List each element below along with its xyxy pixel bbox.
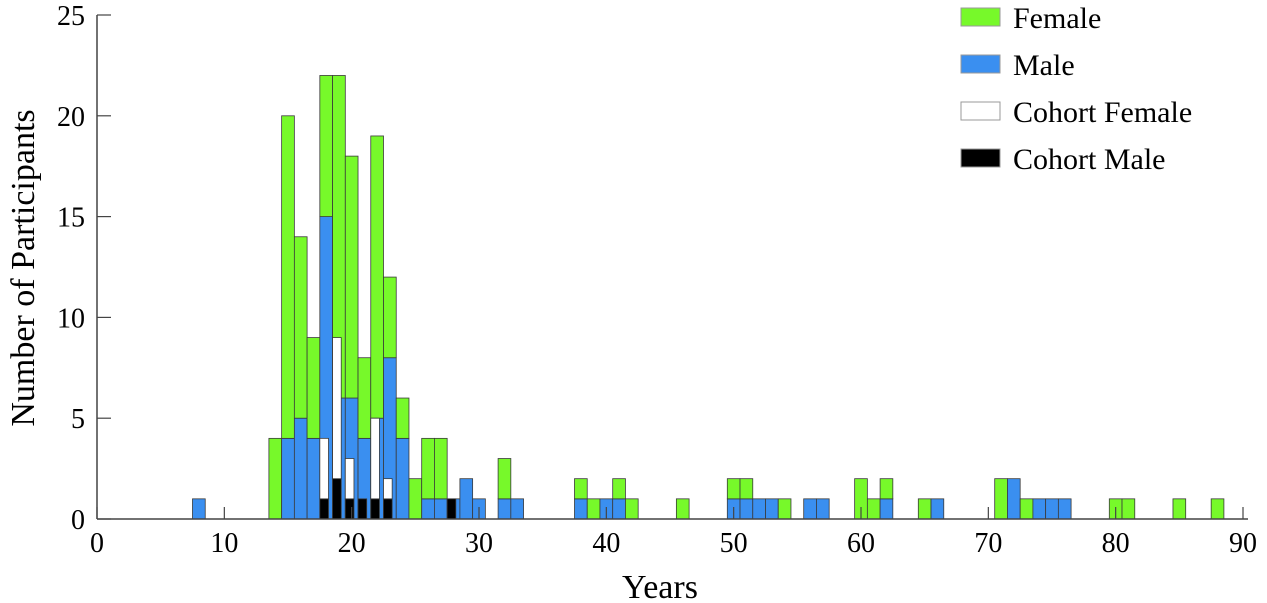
bar-male [510, 498, 524, 520]
bar-female [344, 155, 359, 399]
bar-female [497, 458, 512, 500]
x-tick-label: 70 [974, 528, 1002, 559]
legend-label: Cohort Female [1013, 96, 1192, 129]
bar-male [281, 437, 295, 520]
bar-cohort-male [332, 478, 342, 520]
bar-female [281, 115, 295, 439]
y-tick-label: 15 [57, 203, 85, 234]
bar-female [357, 357, 372, 439]
bar-female [421, 437, 435, 500]
legend-swatch-male [960, 54, 1001, 74]
bar-male [879, 498, 894, 520]
legend-label: Male [1013, 49, 1075, 82]
axes: 0 5 10 15 20 25 0 10 20 30 40 50 60 70 80 90 [57, 1, 1257, 559]
bar-cohort-female [344, 458, 355, 500]
bar-female [739, 478, 754, 500]
bar-female [319, 75, 333, 217]
bar-male [497, 498, 512, 520]
bar-male [395, 437, 410, 520]
x-tick-label: 0 [90, 528, 104, 559]
bar-female [306, 337, 321, 439]
bar-male [612, 498, 626, 520]
bar-female [268, 437, 283, 520]
bar-male [459, 478, 474, 520]
bar-male [1032, 498, 1047, 520]
bar-cohort-female [319, 437, 329, 500]
bar-female [370, 135, 384, 419]
x-tick-label: 40 [592, 528, 620, 559]
legend-label: Female [1013, 2, 1101, 35]
bar-female [293, 236, 308, 419]
legend-swatch-female [960, 7, 1001, 27]
bar-female [675, 498, 690, 520]
bar-female [574, 478, 588, 500]
bar-cohort-male [319, 498, 329, 520]
y-tick-label: 5 [71, 404, 85, 435]
bar-female [383, 276, 397, 359]
bar-cohort-female [383, 478, 393, 500]
x-tick-label: 90 [1229, 528, 1257, 559]
y-tick-label: 20 [57, 102, 85, 133]
bar-male [739, 498, 754, 520]
bar-male [1007, 478, 1021, 520]
bars-layer [192, 75, 1225, 520]
bar-female [612, 478, 626, 500]
bar-male [752, 498, 766, 520]
bar-female [1019, 498, 1034, 520]
x-tick-label: 50 [720, 528, 748, 559]
bar-female [866, 498, 881, 520]
x-tick-label: 60 [847, 528, 875, 559]
bar-female [1210, 498, 1225, 520]
y-ticks: 0 5 10 15 20 25 [57, 1, 111, 536]
bar-male [1045, 498, 1059, 520]
x-tick-label: 80 [1102, 528, 1130, 559]
bar-male [765, 498, 779, 520]
bar-cohort-male [370, 498, 380, 520]
bar-cohort-male [383, 498, 393, 520]
bar-male [192, 498, 206, 520]
x-axis-title: Years [622, 569, 698, 603]
bar-female [625, 498, 639, 520]
bar-female [434, 437, 448, 500]
y-tick-label: 25 [57, 1, 85, 32]
x-ticks: 0 10 20 30 40 50 60 70 80 90 [90, 507, 1257, 559]
bar-cohort-female [370, 417, 380, 500]
bar-cohort-male [344, 498, 355, 520]
legend-swatch-cohort-female [960, 101, 1001, 121]
bar-cohort-male [446, 498, 457, 520]
bar-male [816, 498, 830, 520]
y-axis-title: Number of Participants [5, 109, 42, 426]
bar-male [421, 498, 435, 520]
bar-male [434, 498, 448, 520]
legend-label: Cohort Male [1013, 143, 1165, 176]
y-tick-label: 0 [71, 505, 85, 536]
bar-male [306, 437, 321, 520]
x-tick-label: 20 [338, 528, 366, 559]
bar-male [930, 498, 945, 520]
legend: Female Male Cohort Female Cohort Male [960, 2, 1192, 176]
bar-female [1172, 498, 1187, 520]
bar-female [726, 478, 741, 500]
bar-cohort-female [332, 337, 342, 480]
bar-male [293, 417, 308, 520]
bar-female [917, 498, 932, 520]
bar-female [777, 498, 792, 520]
bar-female [586, 498, 601, 520]
bar-cohort-male [357, 498, 368, 520]
bar-male [1057, 498, 1072, 520]
bar-male [574, 498, 588, 520]
bar-female [994, 478, 1008, 520]
bar-female [408, 478, 423, 520]
bar-male [803, 498, 817, 520]
bar-female [395, 397, 410, 439]
y-tick-label: 10 [57, 303, 85, 334]
bar-female [879, 478, 894, 500]
x-tick-label: 10 [210, 528, 238, 559]
bar-female [1121, 498, 1136, 520]
x-tick-label: 30 [465, 528, 493, 559]
legend-swatch-cohort-male [960, 148, 1001, 168]
